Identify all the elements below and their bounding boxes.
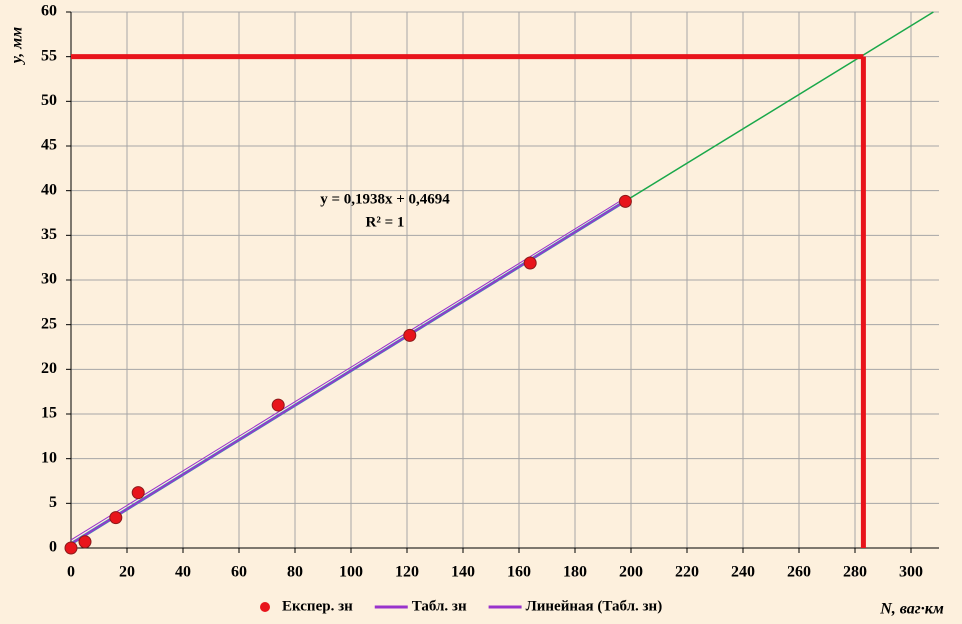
y-tick-label: 40 bbox=[41, 181, 57, 198]
point bbox=[78, 535, 92, 549]
legend-marker bbox=[260, 602, 270, 612]
y-tick-label: 30 bbox=[41, 271, 57, 288]
x-axis-label: N, ваг·км bbox=[879, 601, 944, 618]
y-tick-label: 20 bbox=[41, 360, 57, 377]
line bbox=[70, 197, 626, 541]
x-tick-label: 20 bbox=[119, 564, 135, 581]
point bbox=[618, 194, 632, 208]
x-tick-label: 220 bbox=[675, 564, 699, 581]
y-tick-label: 35 bbox=[41, 226, 57, 243]
line bbox=[625, 11, 934, 202]
x-tick-label: 100 bbox=[339, 564, 363, 581]
legend-label: Експер. зн bbox=[282, 598, 353, 614]
x-tick-label: 240 bbox=[731, 564, 755, 581]
x-tick-label: 280 bbox=[843, 564, 867, 581]
point bbox=[109, 511, 123, 525]
x-tick-label: 60 bbox=[231, 564, 247, 581]
point bbox=[523, 256, 537, 270]
x-tick-label: 80 bbox=[287, 564, 303, 581]
y-tick-label: 45 bbox=[41, 137, 57, 154]
equation: y = 0,1938x + 0,4694 bbox=[320, 191, 450, 207]
y-tick-label: 15 bbox=[41, 405, 57, 422]
y-tick-label: 50 bbox=[41, 92, 57, 109]
y-tick-label: 0 bbox=[49, 539, 57, 556]
x-tick-label: 0 bbox=[67, 564, 75, 581]
x-tick-label: 260 bbox=[787, 564, 811, 581]
y-tick-label: 10 bbox=[41, 449, 57, 466]
x-tick-label: 140 bbox=[451, 564, 475, 581]
point bbox=[271, 398, 285, 412]
point bbox=[403, 328, 417, 342]
x-tick-label: 180 bbox=[563, 564, 587, 581]
r-squared: R² = 1 bbox=[366, 214, 405, 230]
legend-label: Табл. зн bbox=[412, 598, 467, 614]
point bbox=[131, 486, 145, 500]
x-tick-label: 160 bbox=[507, 564, 531, 581]
y-tick-label: 25 bbox=[41, 315, 57, 332]
x-tick-label: 120 bbox=[395, 564, 419, 581]
line bbox=[70, 200, 626, 545]
legend-label: Линейная (Табл. зн) bbox=[526, 598, 663, 614]
x-tick-label: 40 bbox=[175, 564, 191, 581]
x-tick-label: 300 bbox=[899, 564, 923, 581]
y-tick-label: 5 bbox=[49, 494, 57, 511]
y-tick-label: 60 bbox=[41, 3, 57, 20]
y-axis-label: y, мм bbox=[9, 27, 26, 65]
point bbox=[64, 541, 78, 555]
y-tick-label: 55 bbox=[41, 47, 57, 64]
x-tick-label: 200 bbox=[619, 564, 643, 581]
